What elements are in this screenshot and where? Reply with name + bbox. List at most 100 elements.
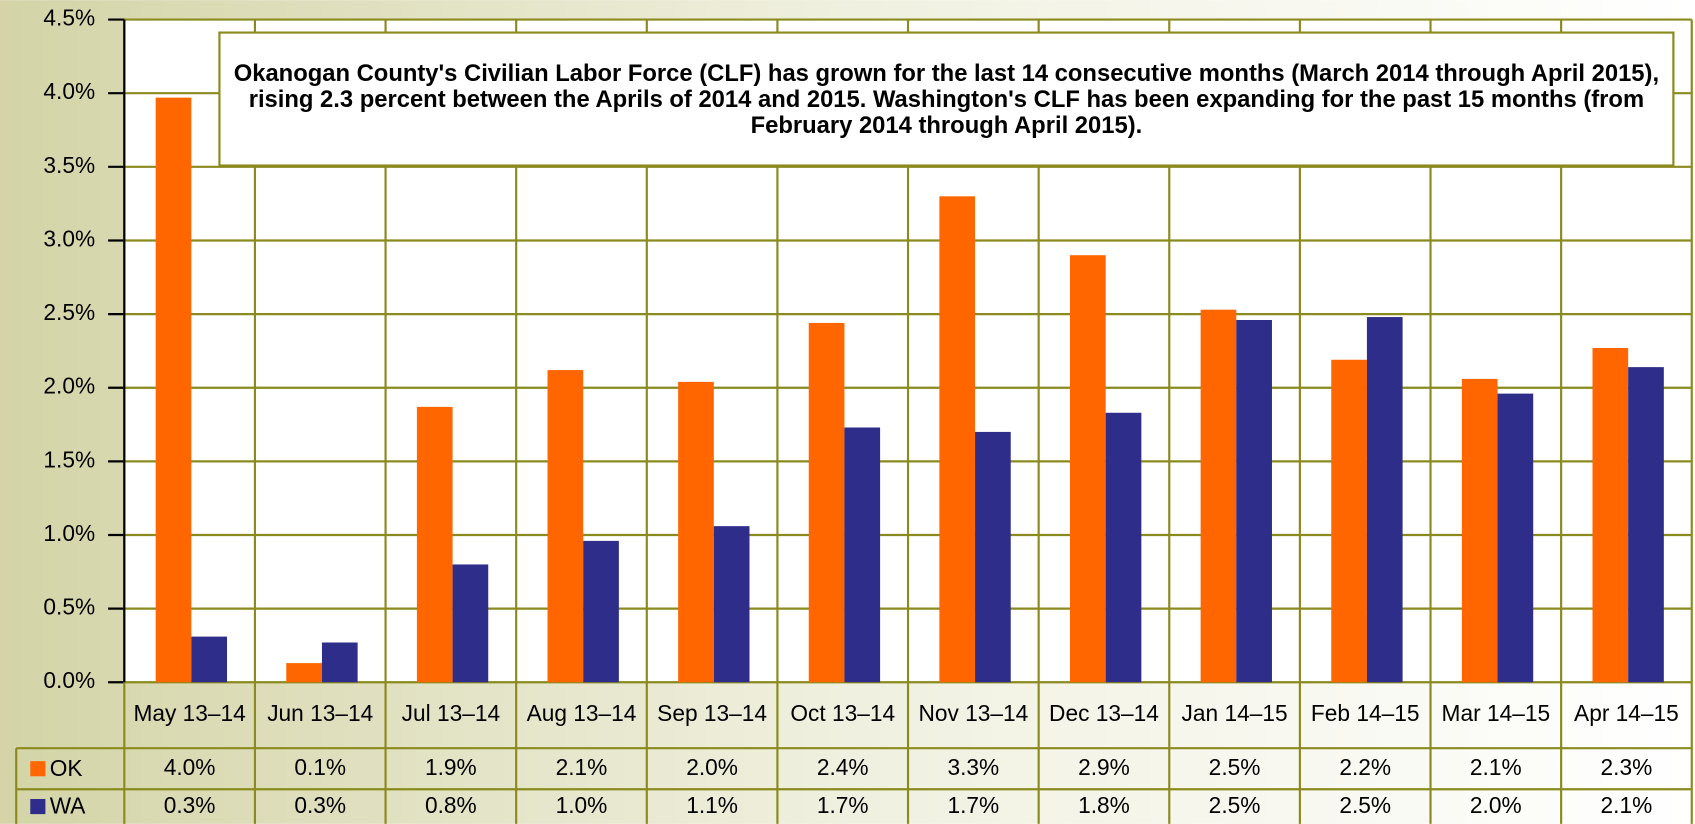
data-label: 2.9%: [1078, 755, 1130, 781]
y-tick-label: 2.0%: [43, 373, 95, 399]
x-tick-label: Jun 13–14: [267, 701, 374, 727]
x-tick-label-box: Apr 14–15: [1574, 701, 1679, 727]
x-tick-label: Apr 14–15: [1574, 701, 1679, 727]
y-tick-label: 1.0%: [43, 520, 95, 546]
y-tick-label: 3.5%: [43, 152, 95, 178]
data-label: 2.1%: [1469, 755, 1522, 781]
x-tick-label: Aug 13–14: [526, 701, 637, 727]
y-tick-label: 0.5%: [43, 594, 95, 620]
annotation-frame: [218, 31, 1675, 167]
data-label: 3.3%: [947, 755, 1000, 781]
data-label: 4.0%: [163, 755, 216, 781]
data-label-box: 2.0%: [686, 755, 738, 781]
data-label: 1.7%: [816, 793, 869, 819]
data-label: 2.0%: [686, 755, 738, 781]
y-tick-label: 3.0%: [43, 225, 95, 251]
data-label: 2.1%: [555, 755, 608, 781]
x-tick-label: May 13–14: [133, 701, 246, 727]
x-tick-label: Dec 13–14: [1049, 701, 1159, 727]
data-label: 1.9%: [424, 755, 477, 781]
x-tick-label-box: Feb 14–15: [1310, 701, 1420, 727]
data-label-box: 2.5%: [1339, 793, 1392, 819]
data-label-box: 2.1%: [1600, 793, 1653, 819]
data-label-box: 2.5%: [1209, 756, 1261, 780]
x-tick-label-box: Oct 13–14: [790, 701, 896, 727]
data-label-box: 3.3%: [947, 755, 1000, 781]
data-label: 0.8%: [424, 793, 477, 819]
y-tick-label: 4.5%: [43, 5, 95, 31]
bar: [1497, 393, 1534, 683]
legend-label: WA: [50, 793, 87, 819]
bar: [1331, 359, 1367, 683]
x-tick-label-box: Jun 13–14: [267, 701, 374, 727]
x-tick-label: Nov 13–14: [918, 701, 1029, 727]
bar: [678, 381, 714, 683]
data-label: 0.1%: [294, 755, 347, 781]
bar: [1628, 367, 1664, 683]
x-tick-label-box: Aug 13–14: [526, 701, 637, 727]
data-label: 1.1%: [686, 793, 738, 819]
x-tick-label: Oct 13–14: [790, 701, 896, 727]
bar: [1070, 255, 1106, 683]
data-label: 1.7%: [947, 793, 1000, 819]
data-label-box: 2.1%: [555, 755, 608, 781]
x-tick-label-box: Nov 13–14: [918, 701, 1029, 727]
x-tick-label: Jan 14–15: [1181, 701, 1288, 727]
y-tick-label: 2.5%: [43, 299, 95, 325]
y-tick-label: 0.0%: [43, 667, 95, 693]
data-label-box: 0.3%: [294, 793, 347, 819]
bar: [844, 427, 881, 683]
data-label: 2.5%: [1208, 793, 1261, 819]
data-label: 2.3%: [1600, 755, 1653, 781]
bar: [416, 406, 453, 683]
bar: [321, 642, 358, 683]
data-label-box: 1.7%: [816, 793, 869, 819]
data-label-box: 2.0%: [1470, 794, 1522, 818]
bar: [583, 540, 619, 683]
x-tick-label: Feb 14–15: [1310, 701, 1420, 727]
bar: [1366, 317, 1403, 683]
bar: [713, 526, 750, 683]
bar: [1236, 320, 1272, 683]
y-tick-label: 4.0%: [43, 78, 95, 104]
x-tick-label: Jul 13–14: [401, 701, 501, 727]
data-label: 0.3%: [294, 793, 347, 819]
bar: [547, 370, 584, 683]
data-label-box: 1.7%: [947, 793, 1000, 819]
bar: [1105, 412, 1142, 683]
x-tick-label: Sep 13–14: [657, 701, 768, 727]
x-tick-label-box: Jan 14–15: [1181, 701, 1288, 727]
bar: [808, 322, 845, 683]
bar: [1461, 378, 1498, 683]
bar: [452, 564, 489, 683]
x-tick-label-box: Dec 13–14: [1049, 701, 1159, 727]
data-label-box: 1.1%: [686, 793, 738, 819]
data-label-box: 2.4%: [817, 756, 869, 780]
data-label: 0.3%: [163, 793, 216, 819]
bar: [939, 196, 976, 683]
annotation: Okanogan County's Civilian Labor Force (…: [233, 59, 1660, 138]
data-label-box: 2.3%: [1600, 755, 1653, 781]
data-label-box: 4.0%: [163, 755, 216, 781]
data-label: 1.0%: [555, 793, 608, 819]
data-label-box: 2.1%: [1469, 755, 1522, 781]
data-label: 2.2%: [1339, 755, 1392, 781]
bar: [191, 636, 228, 683]
data-label-box: 2.2%: [1339, 755, 1392, 781]
bar: [155, 97, 192, 683]
data-label: 2.1%: [1600, 793, 1653, 819]
x-tick-label-box: May 13–14: [133, 701, 246, 727]
bar: [1592, 347, 1629, 683]
data-label: 1.8%: [1078, 793, 1130, 819]
bar: [1200, 309, 1237, 683]
x-tick-label: Mar 14–15: [1441, 701, 1551, 727]
data-label-box: 1.9%: [424, 755, 477, 781]
annotation-box: Okanogan County's Civilian Labor Force (…: [233, 59, 1660, 138]
bar: [975, 431, 1011, 683]
data-label-box: 1.8%: [1078, 793, 1130, 819]
data-label-box: 0.1%: [294, 755, 347, 781]
data-label-box: 0.3%: [163, 793, 216, 819]
data-label: 2.5%: [1339, 793, 1392, 819]
data-label-box: 2.9%: [1078, 755, 1130, 781]
